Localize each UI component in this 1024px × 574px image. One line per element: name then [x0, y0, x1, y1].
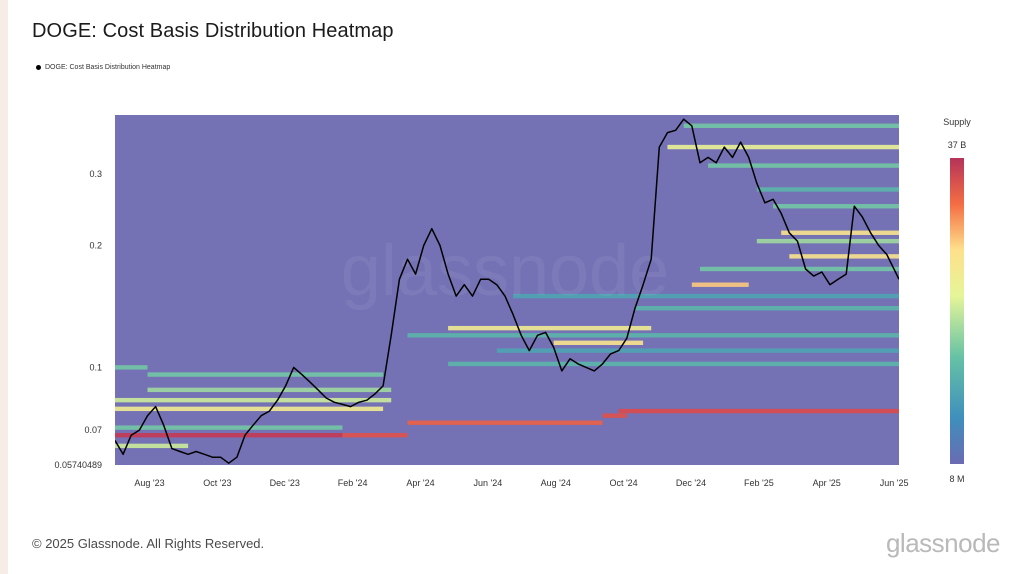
y-tick-label: 0.3 — [89, 169, 102, 179]
price-line[interactable] — [115, 118, 899, 464]
legend-label: DOGE: Cost Basis Distribution Heatmap — [45, 64, 171, 71]
supply-band — [115, 397, 392, 403]
supply-band — [115, 406, 384, 412]
supply-band — [756, 238, 899, 244]
supply-band — [115, 425, 343, 430]
supply-band — [448, 325, 652, 331]
x-tick-label: Oct '23 — [203, 478, 231, 488]
x-tick-label: Dec '23 — [270, 478, 300, 488]
colorbar — [950, 158, 964, 464]
watermark: glassnode — [341, 231, 669, 311]
brand-logo: glassnode — [885, 528, 1001, 558]
supply-band — [683, 123, 899, 128]
supply-band — [781, 230, 899, 235]
y-tick-label: 0.1 — [89, 362, 102, 372]
colorbar-min-label: 8 M — [949, 474, 964, 484]
colorbar-max-label: 37 B — [948, 140, 967, 150]
y-axis: 0.05740489 0.07 0.1 0.2 0.3 — [54, 169, 102, 470]
legend[interactable]: DOGE: Cost Basis Distribution Heatmap — [36, 64, 170, 71]
supply-band — [699, 266, 899, 272]
supply-band — [618, 408, 899, 414]
supply-band — [691, 282, 749, 287]
supply-band — [115, 443, 189, 449]
copyright: © 2025 Glassnode. All Rights Reserved. — [32, 536, 265, 551]
x-tick-label: Dec '24 — [676, 478, 706, 488]
supply-bands — [115, 123, 899, 449]
x-tick-label: Jun '24 — [474, 478, 503, 488]
x-tick-label: Jun '25 — [880, 478, 909, 488]
x-tick-label: Aug '23 — [134, 478, 164, 488]
supply-band — [667, 144, 899, 150]
supply-band — [553, 340, 644, 346]
supply-band — [496, 348, 899, 353]
supply-band — [602, 413, 627, 418]
x-axis: Aug '23 Oct '23 Dec '23 Feb '24 Apr '24 Jun '… — [134, 478, 908, 488]
supply-band — [448, 361, 899, 367]
supply-band — [773, 204, 899, 209]
supply-band — [407, 333, 899, 338]
supply-band — [708, 163, 899, 168]
legend-marker — [36, 65, 41, 70]
x-tick-label: Aug '24 — [541, 478, 571, 488]
y-tick-label: 0.07 — [84, 425, 102, 435]
supply-band — [115, 365, 148, 370]
colorbar-title: Supply — [943, 117, 971, 127]
supply-band — [756, 187, 899, 192]
supply-band — [115, 433, 343, 438]
x-tick-label: Apr '25 — [813, 478, 841, 488]
x-tick-label: Oct '24 — [609, 478, 637, 488]
x-tick-label: Apr '24 — [406, 478, 434, 488]
x-tick-label: Feb '25 — [744, 478, 774, 488]
supply-band — [513, 293, 899, 299]
supply-band — [407, 420, 603, 425]
supply-band — [789, 254, 899, 259]
page-title: DOGE: Cost Basis Distribution Heatmap — [32, 20, 394, 42]
y-tick-label: 0.2 — [89, 240, 102, 250]
x-tick-label: Feb '24 — [338, 478, 368, 488]
supply-band — [634, 306, 899, 311]
supply-band — [147, 372, 384, 377]
supply-band — [342, 433, 408, 438]
supply-band — [147, 387, 392, 393]
y-tick-label: 0.05740489 — [54, 460, 102, 470]
